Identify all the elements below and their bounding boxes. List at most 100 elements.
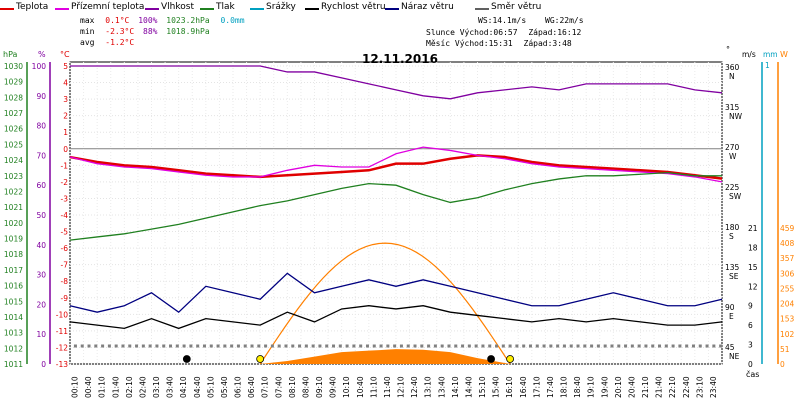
legend-swatch [385, 8, 399, 10]
legend-item: Přízemní teplota [55, 2, 145, 12]
tick-label: 306 [780, 269, 795, 278]
tick-label: -1 [61, 161, 69, 170]
x-tick-label: 02:40 [138, 376, 147, 398]
max-humidity: 100% [138, 16, 158, 25]
x-tick-label: 02:10 [125, 376, 134, 398]
tick-label: 1013 [4, 329, 23, 338]
legend-swatch [55, 8, 69, 10]
tick-label: 5 [63, 62, 68, 71]
x-tick-label: 20:40 [627, 376, 636, 398]
tick-label: 21 [748, 224, 758, 233]
stats-min: min -2.3°C 88% 1018.9hPa [80, 27, 210, 36]
wind-direction-mark [223, 344, 227, 348]
tick-label: -6 [61, 244, 69, 253]
wind-direction-mark [454, 344, 458, 348]
wind-speed-max: WS:14.1m/s [478, 16, 527, 25]
tick-label: 1025 [4, 140, 23, 149]
wind-direction-mark [678, 344, 682, 348]
legend-swatch [475, 8, 489, 10]
x-tick-label: 18:10 [560, 376, 569, 398]
tick-label: -8 [61, 277, 69, 286]
max-rain: 0.0mm [220, 16, 245, 25]
tick-label: 1022 [4, 187, 23, 196]
wind-direction-mark [644, 344, 648, 348]
wind-direction-mark [495, 344, 499, 348]
wind-direction-mark [528, 344, 532, 348]
series-line [69, 272, 723, 314]
tick-label: 15 [748, 263, 758, 272]
wind-direction-mark [236, 344, 240, 348]
wind-direction-mark [406, 344, 410, 348]
tick-label: 50 [36, 211, 46, 220]
tick-label: 1020 [4, 219, 23, 228]
series-line [69, 154, 723, 180]
axis-label: ° [726, 45, 730, 54]
wind-direction-mark [705, 344, 709, 348]
wind-direction-mark [304, 344, 308, 348]
series-line [69, 146, 723, 183]
x-tick-label: 11:40 [383, 376, 392, 398]
x-tick-label: 10:40 [356, 376, 365, 398]
axis-label: m/s [742, 50, 756, 59]
tick-label: -5 [61, 228, 69, 237]
wind-direction-mark [87, 344, 91, 348]
axis-label: mm [763, 50, 778, 59]
wind-direction-mark [427, 344, 431, 348]
x-tick-label: 01:40 [111, 376, 120, 398]
tick-label: 408 [780, 239, 795, 248]
tick-label: 9 [748, 302, 753, 311]
tick-label: -7 [61, 261, 69, 270]
wind-direction-mark [549, 344, 553, 348]
avg-temp: -1.2°C [105, 38, 135, 47]
tick-label: 18 [748, 243, 758, 252]
tick-label: -13 [56, 360, 68, 369]
max-pressure: 1023.2hPa [166, 16, 210, 25]
x-tick-label: 12:10 [397, 376, 406, 398]
tick-label: -10 [56, 310, 68, 319]
sun-moon-marker [256, 355, 265, 363]
sunset: Západ:16:12 [528, 28, 582, 37]
wind-direction-mark [175, 344, 179, 348]
tick-label: -3 [61, 194, 69, 203]
x-tick-label: 10:10 [342, 376, 351, 398]
tick-label: 135 [725, 263, 740, 272]
tick-label: 70 [36, 151, 46, 160]
sun-moon-marker [487, 355, 495, 363]
wind-direction-mark [352, 344, 356, 348]
tick-label: 0 [41, 360, 46, 369]
wind-direction-mark [94, 344, 98, 348]
wind-direction-mark [264, 344, 268, 348]
tick-label: 1018 [4, 250, 23, 259]
legend-label: Rychlost větru [321, 2, 386, 12]
sun-moon-marker [506, 355, 515, 363]
tick-label: 1024 [4, 156, 23, 165]
wind-direction-mark [617, 344, 621, 348]
x-tick-label: 22:10 [668, 376, 677, 398]
max-temp: 0.1°C [105, 16, 130, 25]
wind-direction-mark [630, 344, 634, 348]
tick-label: 270 [725, 143, 740, 152]
tick-label: 1 [63, 128, 68, 137]
wind-direction-mark [311, 344, 315, 348]
legend-swatch [305, 8, 319, 10]
wind-direction-mark [515, 344, 519, 348]
wind-direction-mark [461, 344, 465, 348]
wind-direction-mark [107, 344, 111, 348]
x-tick-label: 05:10 [206, 376, 215, 398]
x-tick-label: 19:40 [600, 376, 609, 398]
tick-label: 40 [36, 241, 46, 250]
legend-label: Přízemní teplota [71, 2, 145, 12]
tick-label: 0 [780, 360, 785, 369]
x-tick-label: 09:10 [315, 376, 324, 398]
tick-label: 20 [36, 300, 46, 309]
x-axis-label: čas [746, 369, 759, 379]
legend: Teplota Přízemní teplota Vlhkost Tlak Srážky… [0, 0, 800, 15]
tick-label: 51 [780, 345, 790, 354]
wind-direction-mark [141, 344, 145, 348]
x-tick-label: 23:10 [695, 376, 704, 398]
wind-gust-max: WG:22m/s [545, 16, 584, 25]
tick-label: 1015 [4, 297, 23, 306]
tick-label: 0 [63, 145, 68, 154]
wind-direction-mark [230, 344, 234, 348]
